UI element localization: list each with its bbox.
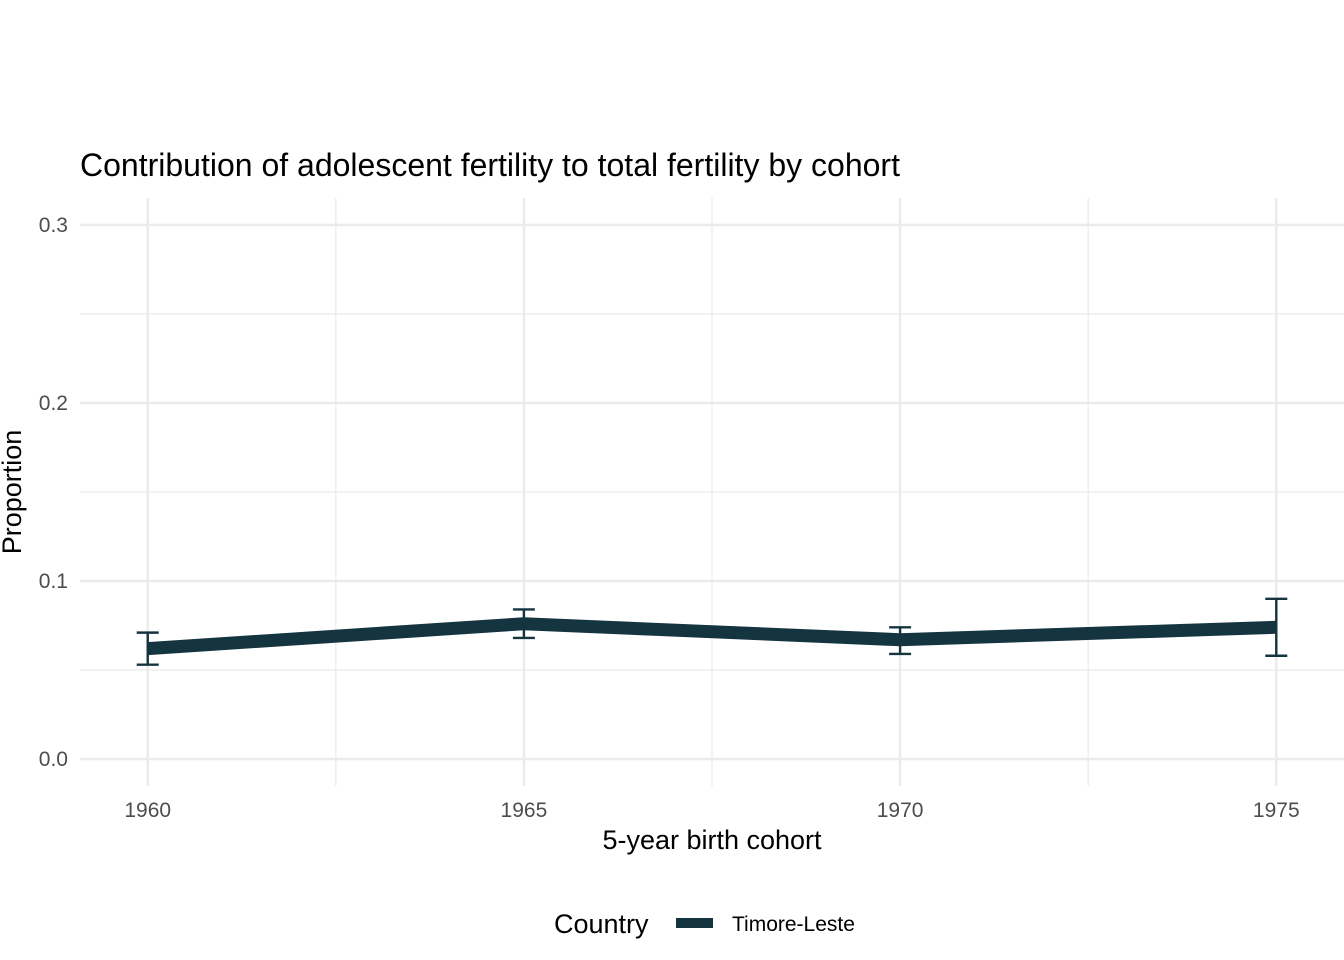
error-bar — [136, 631, 159, 666]
legend-label-timore-leste: Timore-Leste — [732, 913, 855, 936]
legend-key-timore-leste — [676, 918, 713, 928]
y-tick-label: 0.3 — [39, 214, 68, 237]
grid — [80, 198, 1344, 786]
series-line — [147, 617, 1277, 656]
y-tick-label: 0.1 — [39, 570, 68, 593]
x-tick-label: 1975 — [1253, 799, 1300, 822]
y-axis-title: Proportion — [0, 430, 27, 555]
x-axis-title: 5-year birth cohort — [602, 825, 822, 855]
plot-marks — [136, 597, 1288, 666]
legend-title: Country — [554, 909, 649, 939]
x-tick-label: 1965 — [501, 799, 548, 822]
error-bar — [512, 608, 535, 640]
x-tick-label: 1960 — [124, 799, 171, 822]
error-bar — [1265, 597, 1288, 657]
legend: Country Timore-Leste — [554, 909, 855, 939]
y-tick-label: 0.0 — [39, 748, 68, 771]
y-tick-label: 0.2 — [39, 392, 68, 415]
chart-title: Contribution of adolescent fertility to … — [80, 147, 900, 183]
x-axis-ticks: 1960 1965 1970 1975 — [124, 799, 1299, 822]
y-axis-ticks: 0.0 0.1 0.2 0.3 — [39, 214, 68, 771]
x-tick-label: 1970 — [877, 799, 924, 822]
error-bar — [889, 626, 912, 656]
